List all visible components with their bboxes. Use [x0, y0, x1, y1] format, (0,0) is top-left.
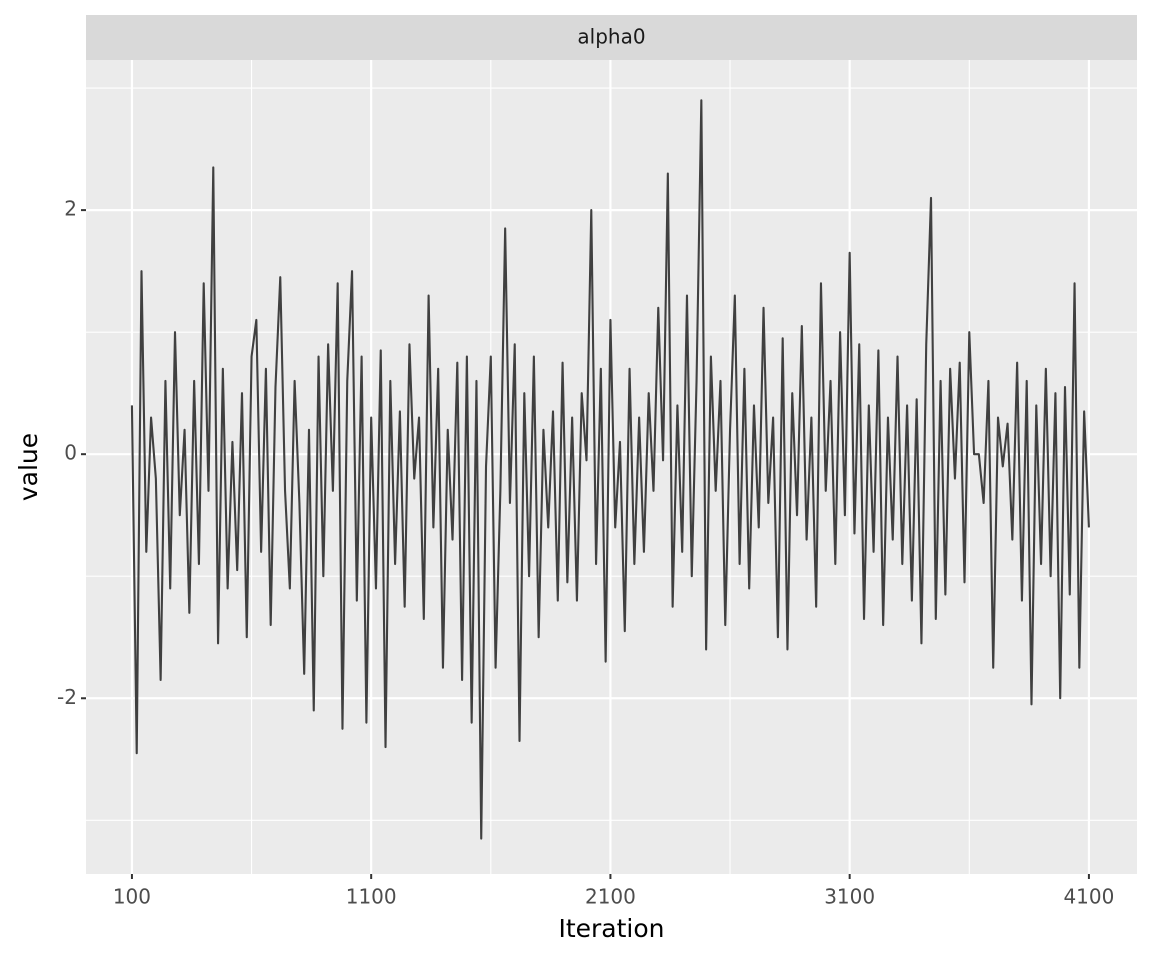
facet-label: alpha0 — [577, 25, 645, 49]
y-tick-label: 0 — [64, 441, 77, 465]
trace-line — [130, 99, 1090, 840]
x-tick-label: 1100 — [346, 885, 397, 909]
y-tick-label: -2 — [57, 685, 77, 709]
x-tick-label: 4100 — [1063, 885, 1114, 909]
facet-strip — [86, 15, 1137, 60]
y-tick-label: 2 — [64, 197, 77, 221]
x-tick-label: 100 — [113, 885, 151, 909]
x-tick-label: 2100 — [585, 885, 636, 909]
x-tick-label: 3100 — [824, 885, 875, 909]
x-axis-title: Iteration — [558, 914, 664, 943]
y-axis-title: value — [14, 433, 43, 501]
